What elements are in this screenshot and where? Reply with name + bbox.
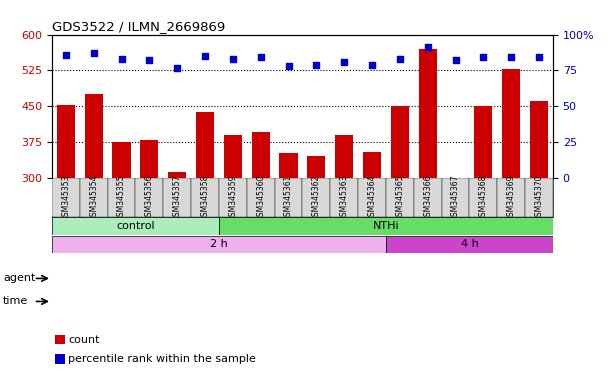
Text: GSM345366: GSM345366 <box>423 174 432 221</box>
Bar <box>136 178 163 217</box>
Point <box>89 50 98 56</box>
Bar <box>274 178 302 217</box>
Bar <box>419 49 437 178</box>
Bar <box>191 178 219 217</box>
Bar <box>219 217 553 235</box>
Text: count: count <box>68 335 100 345</box>
Text: GSM345364: GSM345364 <box>368 174 376 221</box>
Text: GSM345361: GSM345361 <box>284 174 293 220</box>
Point <box>339 59 349 65</box>
Bar <box>108 178 136 217</box>
Text: GSM345370: GSM345370 <box>535 174 544 221</box>
Text: time: time <box>3 296 28 306</box>
Bar <box>112 142 131 178</box>
Point <box>284 63 293 69</box>
Bar <box>335 135 353 178</box>
Bar <box>224 135 242 178</box>
Point <box>367 61 377 68</box>
Text: 4 h: 4 h <box>461 239 478 249</box>
Point <box>451 57 461 63</box>
Bar <box>386 235 553 253</box>
Point <box>172 65 182 71</box>
Text: GSM345356: GSM345356 <box>145 174 154 221</box>
Bar <box>331 178 358 217</box>
Bar <box>141 140 158 178</box>
Bar <box>442 178 469 217</box>
Point <box>312 61 321 68</box>
Text: GSM345363: GSM345363 <box>340 174 349 221</box>
Bar <box>363 152 381 178</box>
Bar <box>52 217 219 235</box>
Text: GSM345368: GSM345368 <box>479 174 488 220</box>
Bar <box>391 106 409 178</box>
Point <box>478 55 488 61</box>
Bar <box>358 178 386 217</box>
Bar <box>497 178 525 217</box>
Text: percentile rank within the sample: percentile rank within the sample <box>68 354 256 364</box>
Bar <box>247 178 274 217</box>
Text: GDS3522 / ILMN_2669869: GDS3522 / ILMN_2669869 <box>52 20 225 33</box>
Text: control: control <box>116 221 155 231</box>
Bar <box>57 105 75 178</box>
Text: GSM345353: GSM345353 <box>61 174 70 221</box>
Text: GSM345365: GSM345365 <box>395 174 404 221</box>
Text: NTHi: NTHi <box>373 221 399 231</box>
Bar <box>302 178 331 217</box>
Bar <box>530 101 548 178</box>
Text: GSM345357: GSM345357 <box>173 174 181 221</box>
Point <box>144 57 154 63</box>
Point <box>61 51 71 58</box>
Point <box>507 55 516 61</box>
Text: GSM345355: GSM345355 <box>117 174 126 221</box>
Bar <box>502 70 520 178</box>
Bar <box>85 94 103 178</box>
Text: agent: agent <box>3 273 35 283</box>
Bar <box>474 106 492 178</box>
Point <box>256 55 266 61</box>
Bar <box>52 178 80 217</box>
Bar <box>219 178 247 217</box>
Point <box>534 55 544 61</box>
Bar <box>279 153 298 178</box>
Point <box>423 45 433 51</box>
Bar <box>386 178 414 217</box>
Bar <box>52 235 386 253</box>
Text: 2 h: 2 h <box>210 239 228 249</box>
Bar <box>525 178 553 217</box>
Bar <box>163 178 191 217</box>
Point <box>228 56 238 62</box>
Text: GSM345360: GSM345360 <box>256 174 265 221</box>
Point <box>117 56 126 62</box>
Bar <box>447 178 464 180</box>
Text: GSM345367: GSM345367 <box>451 174 460 221</box>
Bar <box>196 112 214 178</box>
Bar <box>168 172 186 178</box>
Text: GSM345359: GSM345359 <box>229 174 237 221</box>
Bar <box>252 132 269 178</box>
Point <box>200 53 210 59</box>
Text: GSM345358: GSM345358 <box>200 174 210 220</box>
Text: GSM345369: GSM345369 <box>507 174 516 221</box>
Bar <box>80 178 108 217</box>
Text: GSM345354: GSM345354 <box>89 174 98 221</box>
Bar <box>414 178 442 217</box>
Bar <box>307 156 326 178</box>
Text: GSM345362: GSM345362 <box>312 174 321 220</box>
Bar <box>469 178 497 217</box>
Point <box>395 56 404 62</box>
